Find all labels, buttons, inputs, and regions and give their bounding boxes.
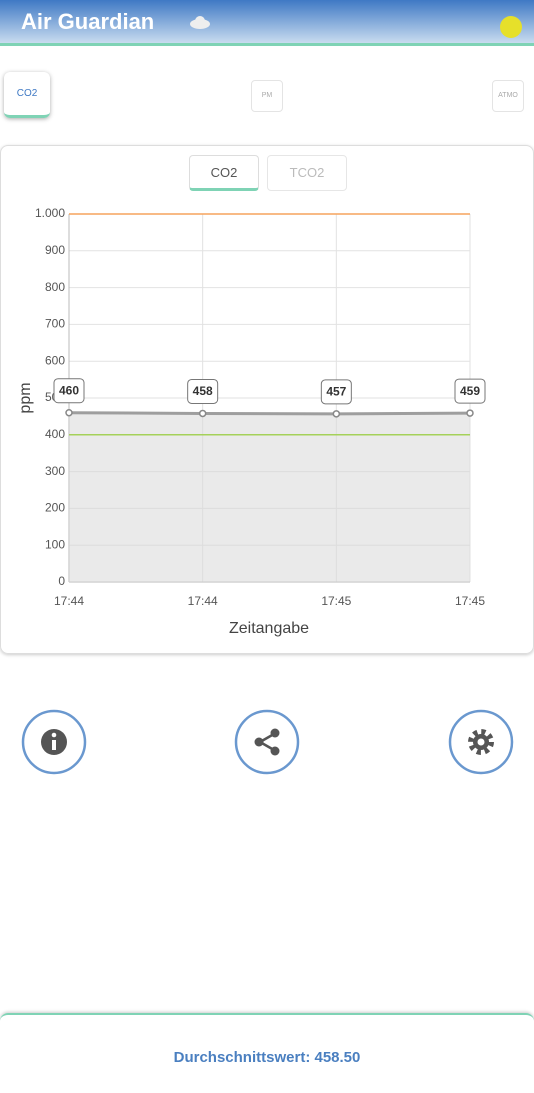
y-tick-label: 900 bbox=[45, 243, 65, 257]
value-label-box bbox=[454, 378, 486, 404]
point bbox=[332, 410, 341, 418]
settings-button[interactable] bbox=[448, 709, 514, 775]
y-tick-label: 0 bbox=[58, 574, 65, 588]
point bbox=[466, 409, 474, 417]
tab-atmo[interactable]: ATMO bbox=[492, 80, 524, 112]
y-tick-label: 100 bbox=[45, 537, 65, 551]
x-axis-title: Zeitangabe bbox=[229, 620, 309, 637]
y-tick-label: 700 bbox=[45, 317, 65, 331]
value-label-box bbox=[53, 378, 85, 404]
value-label: 460 bbox=[59, 383, 79, 397]
action-buttons bbox=[21, 709, 514, 775]
y-tick-label: 800 bbox=[45, 280, 65, 294]
value-label: 458 bbox=[193, 384, 213, 398]
share-button[interactable] bbox=[234, 709, 300, 775]
y-tick-label: 400 bbox=[45, 427, 65, 441]
value-label-box bbox=[320, 379, 352, 405]
x-tick-label: 17:45 bbox=[321, 594, 351, 608]
x-tick-label: 17:44 bbox=[188, 594, 218, 608]
average-value: Durchschnittswert: 458.50 bbox=[173, 1049, 361, 1066]
y-tick-label: 200 bbox=[45, 501, 65, 515]
status-dot bbox=[500, 16, 522, 38]
y-axis-title: ppm bbox=[17, 382, 34, 413]
value-label: 457 bbox=[326, 384, 346, 398]
y-tick-label: 600 bbox=[45, 353, 65, 367]
point bbox=[198, 409, 207, 418]
tab-co2[interactable]: CO2 bbox=[4, 72, 50, 118]
header: Air Guardian bbox=[0, 0, 534, 46]
x-tick-label: 17:45 bbox=[455, 594, 485, 608]
value-label-box bbox=[187, 378, 219, 404]
point bbox=[65, 408, 73, 417]
y-tick-label: 1.000 bbox=[35, 206, 65, 220]
chart-tab-co2[interactable]: CO2 bbox=[189, 155, 259, 191]
y-tick-label: 300 bbox=[45, 464, 65, 478]
line bbox=[68, 411, 471, 416]
area bbox=[69, 412, 470, 582]
x-tick-label: 17:44 bbox=[54, 594, 84, 608]
tab-pm[interactable]: PM bbox=[251, 80, 283, 112]
value-label: 459 bbox=[460, 384, 480, 398]
info-button[interactable] bbox=[21, 709, 87, 775]
cloud-icon bbox=[190, 16, 210, 29]
footer: Durchschnittswert: 458.50 bbox=[0, 1013, 534, 1093]
chart: 01002003004005006007008009001.00017:4417… bbox=[17, 206, 486, 637]
chart-tab-tco2[interactable]: TCO2 bbox=[267, 155, 347, 191]
app-title: Air Guardian bbox=[21, 9, 155, 34]
